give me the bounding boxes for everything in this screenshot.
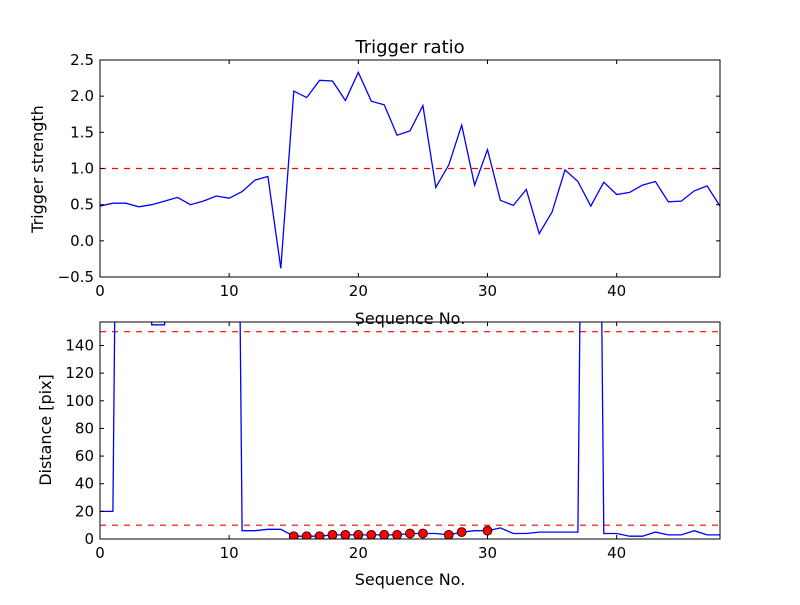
bottom-y-tick-label: 140	[65, 336, 94, 354]
top-x-tick-label: 0	[95, 282, 105, 300]
top-y-label: Trigger strength	[28, 105, 47, 234]
bottom-y-tick-label: 100	[65, 392, 94, 410]
top-x-tick-label: 10	[220, 282, 239, 300]
bottom-marker-point	[379, 529, 390, 539]
bottom-y-tick-label: 40	[75, 475, 94, 493]
bottom-y-label: Distance [pix]	[36, 374, 55, 486]
bottom-series-line	[100, 322, 720, 537]
top-x-label: Sequence No.	[355, 309, 466, 328]
bottom-y-tick-label: 20	[75, 502, 94, 520]
bottom-marker-point	[353, 529, 364, 539]
top-plot-area	[100, 70, 720, 269]
top-series-line	[100, 70, 720, 269]
top-x-tick-label: 40	[607, 282, 626, 300]
bottom-marker-point	[314, 531, 325, 539]
top-y-tick-label: 1.5	[70, 123, 94, 141]
top-x-tick-label: 20	[349, 282, 368, 300]
bottom-marker-point	[456, 527, 467, 537]
bottom-x-tick-label: 0	[95, 544, 105, 562]
bottom-marker-point	[405, 528, 415, 539]
top-y-tick-label: 0.5	[70, 196, 94, 214]
bottom-marker-point	[366, 529, 377, 539]
bottom-y-tick-label: 80	[75, 419, 94, 437]
bottom-y-tick-label: 0	[84, 530, 94, 548]
bottom-plot-area	[100, 322, 720, 539]
bottom-axes-frame	[99, 321, 721, 540]
bottom-y-tick-label: 120	[65, 364, 94, 382]
bottom-marker-point	[392, 529, 402, 539]
top-x-tick-label: 30	[478, 282, 497, 300]
bottom-marker-point	[418, 528, 428, 539]
chart-title: Trigger ratio	[354, 37, 464, 58]
top-axes-frame	[99, 59, 721, 278]
bottom-marker-point	[482, 525, 493, 536]
bottom-marker-point	[327, 529, 338, 539]
bottom-x-tick-label: 10	[220, 544, 239, 562]
top-y-tick-label: 2.5	[70, 51, 94, 69]
bottom-x-tick-label: 40	[607, 544, 626, 562]
bottom-y-tick-label: 60	[75, 447, 94, 465]
top-y-tick-label: −0.5	[58, 268, 94, 286]
bottom-marker-point	[301, 531, 312, 539]
bottom-x-tick-label: 30	[478, 544, 497, 562]
bottom-marker-point	[288, 531, 299, 539]
top-y-tick-label: 0.0	[70, 232, 94, 250]
top-y-tick-label: 1.0	[70, 160, 94, 178]
bottom-marker-point	[443, 529, 454, 539]
top-y-tick-label: 2.0	[70, 87, 94, 105]
bottom-x-tick-label: 20	[349, 544, 368, 562]
bottom-marker-point	[340, 529, 351, 539]
bottom-x-label: Sequence No.	[355, 570, 466, 589]
